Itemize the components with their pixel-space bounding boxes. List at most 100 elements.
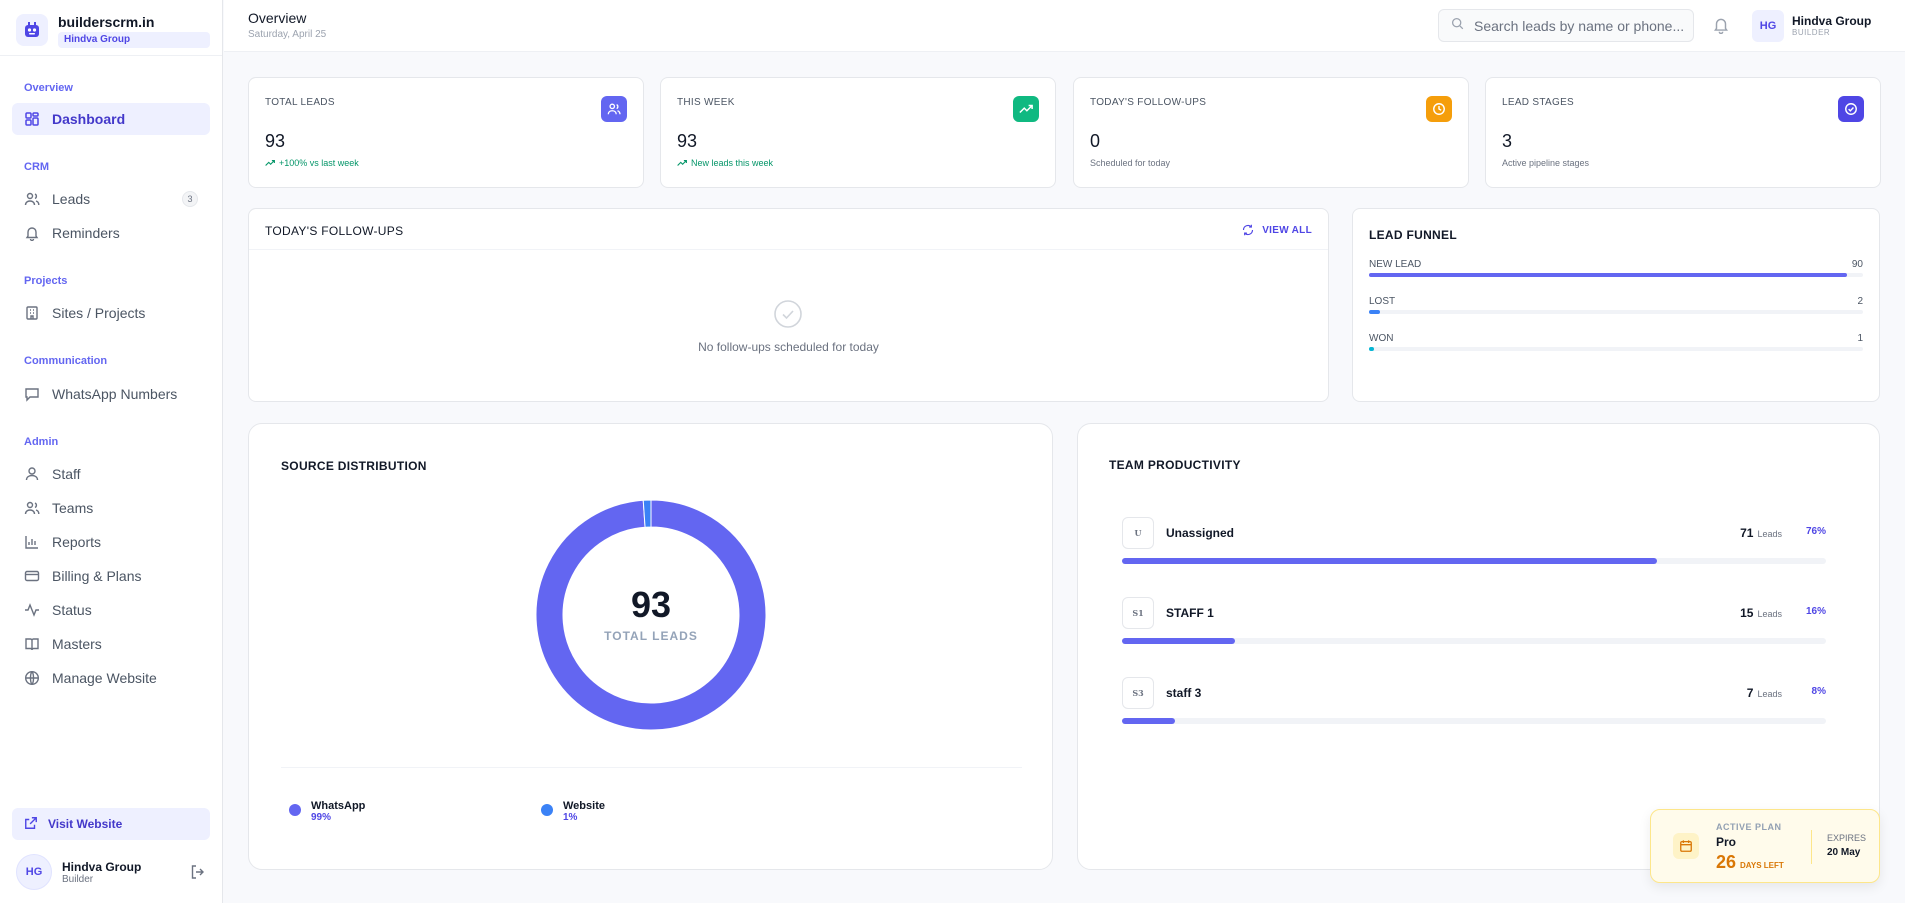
member-progress-track bbox=[1122, 718, 1826, 724]
stat-sub: +100% vs last week bbox=[279, 158, 359, 168]
stat-sub: Active pipeline stages bbox=[1502, 158, 1590, 168]
page-title: Overview bbox=[248, 10, 307, 26]
stat-value: 0 bbox=[1090, 131, 1101, 151]
sidebar-item-dashboard[interactable]: Dashboard bbox=[12, 103, 210, 135]
stat-value: 3 bbox=[1502, 131, 1513, 151]
donut-total: 93 bbox=[630, 584, 672, 625]
chat-icon bbox=[24, 386, 40, 402]
sidebar-item-label: Reminders bbox=[52, 225, 120, 241]
member-name: STAFF 1 bbox=[1166, 606, 1214, 620]
sidebar-item-teams[interactable]: Teams bbox=[12, 492, 210, 524]
sidebar-item-manage-website[interactable]: Manage Website bbox=[12, 662, 210, 694]
stat-label: LEAD STAGES bbox=[1502, 97, 1575, 108]
dashboard-icon bbox=[24, 111, 40, 127]
avatar: HG bbox=[1752, 10, 1784, 42]
sidebar-item-label: Teams bbox=[52, 500, 94, 516]
credit-card-icon bbox=[24, 568, 40, 584]
team-icon bbox=[24, 500, 40, 516]
member-pct: 16% bbox=[1805, 606, 1826, 617]
team-productivity-title: TEAM PRODUCTIVITY bbox=[1109, 458, 1241, 472]
plan-name: Pro bbox=[1716, 835, 1737, 849]
header-user-menu[interactable]: HG Hindva Group BUILDER bbox=[1752, 10, 1871, 42]
divider bbox=[249, 249, 1328, 250]
sidebar-item-reports[interactable]: Reports bbox=[12, 526, 210, 558]
robot-icon bbox=[16, 14, 48, 46]
funnel-stage-label: NEW LEAD bbox=[1369, 259, 1422, 270]
activity-icon bbox=[24, 602, 40, 618]
source-distribution-title: SOURCE DISTRIBUTION bbox=[281, 459, 427, 473]
stat-value: 93 bbox=[265, 131, 286, 151]
sidebar-item-staff[interactable]: Staff bbox=[12, 458, 210, 490]
top-header: Overview Saturday, April 25 HG Hindva Gr… bbox=[224, 0, 1905, 52]
member-pct: 76% bbox=[1805, 526, 1826, 537]
sidebar-item-status[interactable]: Status bbox=[12, 594, 210, 626]
search-input[interactable] bbox=[1474, 17, 1693, 34]
member-progress-fill bbox=[1122, 638, 1235, 644]
visit-website-label: Visit Website bbox=[48, 817, 123, 831]
sidebar-item-label: Reports bbox=[52, 534, 102, 550]
funnel-track bbox=[1369, 273, 1863, 277]
lead-funnel-title: LEAD FUNNEL bbox=[1369, 228, 1457, 242]
followups-title: TODAY'S FOLLOW-UPS bbox=[265, 224, 404, 238]
sidebar-item-masters[interactable]: Masters bbox=[12, 628, 210, 660]
legend-dot bbox=[541, 804, 553, 816]
member-count: 15 Leads bbox=[1740, 606, 1782, 620]
stat-card-total-leads: TOTAL LEADS 93 +100% vs last week bbox=[248, 77, 644, 188]
member-count-unit: Leads bbox=[1757, 529, 1782, 539]
header-user-name: Hindva Group bbox=[1792, 14, 1872, 28]
sidebar-item-billing-plans[interactable]: Billing & Plans bbox=[12, 560, 210, 592]
donut-slice-website[interactable] bbox=[642, 500, 652, 528]
funnel-track bbox=[1369, 310, 1863, 314]
plan-expires-label: EXPIRES bbox=[1827, 833, 1867, 843]
funnel-fill bbox=[1369, 347, 1375, 351]
donut-total-label: TOTAL LEADS bbox=[604, 629, 698, 643]
logout-icon[interactable] bbox=[190, 864, 206, 885]
header-user-role: BUILDER bbox=[1792, 28, 1831, 37]
nav-section-projects: Projects bbox=[24, 275, 68, 287]
sidebar-item-label: Sites / Projects bbox=[52, 305, 146, 321]
member-name: Unassigned bbox=[1166, 526, 1235, 540]
stat-trend: +100% vs last week bbox=[265, 158, 359, 168]
brand[interactable]: builderscrm.in Hindva Group bbox=[0, 0, 222, 56]
stat-sub: New leads this week bbox=[691, 158, 774, 168]
plan-expires-value: 20 May bbox=[1827, 847, 1861, 858]
search-icon bbox=[1451, 17, 1464, 35]
plan-days-left: 26 DAYS LEFT bbox=[1716, 852, 1784, 873]
sidebar-item-leads[interactable]: Leads 3 bbox=[12, 183, 210, 215]
sidebar-item-whatsapp-numbers[interactable]: WhatsApp Numbers bbox=[12, 378, 210, 410]
calendar-icon bbox=[1673, 833, 1699, 859]
lead-funnel-card: LEAD FUNNEL NEW LEAD 90 LOST 2 WON 1 bbox=[1352, 208, 1880, 402]
followups-empty-text: No follow-ups scheduled for today bbox=[698, 340, 879, 354]
sidebar: builderscrm.in Hindva Group Overview Das… bbox=[0, 0, 223, 903]
notifications-bell-icon[interactable] bbox=[1712, 16, 1730, 39]
legend-item-whatsapp: WhatsApp 99% bbox=[289, 800, 365, 823]
sidebar-user: HG Hindva Group Builder bbox=[16, 854, 206, 890]
search-box[interactable] bbox=[1438, 9, 1694, 42]
legend-name: WhatsApp bbox=[311, 800, 366, 812]
sidebar-item-reminders[interactable]: Reminders bbox=[12, 217, 210, 249]
donut-slice-whatsapp[interactable] bbox=[536, 500, 766, 730]
legend-dot bbox=[289, 804, 301, 816]
nav-section-crm: CRM bbox=[24, 161, 50, 173]
view-all-button[interactable]: VIEW ALL bbox=[1242, 224, 1312, 236]
funnel-track bbox=[1369, 347, 1863, 351]
legend-item-website: Website 1% bbox=[541, 800, 605, 823]
sidebar-item-sites-projects[interactable]: Sites / Projects bbox=[12, 297, 210, 329]
check-circle-icon bbox=[773, 299, 803, 334]
stat-sub: Scheduled for today bbox=[1090, 158, 1171, 168]
member-initials-badge: S3 bbox=[1122, 677, 1154, 709]
brand-name: builderscrm.in bbox=[58, 14, 155, 30]
funnel-stage-value: 90 bbox=[1851, 259, 1863, 270]
clock-icon bbox=[1426, 96, 1452, 122]
member-count-unit: Leads bbox=[1757, 609, 1782, 619]
visit-website-button[interactable]: Visit Website bbox=[12, 808, 210, 840]
nav-section-admin: Admin bbox=[24, 436, 59, 448]
source-distribution-card: SOURCE DISTRIBUTION 93 TOTAL LEADS Whats… bbox=[248, 423, 1053, 870]
member-initials-badge: U bbox=[1122, 517, 1154, 549]
funnel-fill bbox=[1369, 310, 1380, 314]
active-plan-widget[interactable]: ACTIVE PLAN Pro 26 DAYS LEFT EXPIRES 20 M… bbox=[1650, 809, 1880, 883]
trend-up-icon bbox=[265, 159, 275, 166]
sidebar-user-role: Builder bbox=[62, 873, 94, 885]
nav-section-overview: Overview bbox=[24, 82, 73, 94]
sidebar-item-label: Masters bbox=[52, 636, 102, 652]
